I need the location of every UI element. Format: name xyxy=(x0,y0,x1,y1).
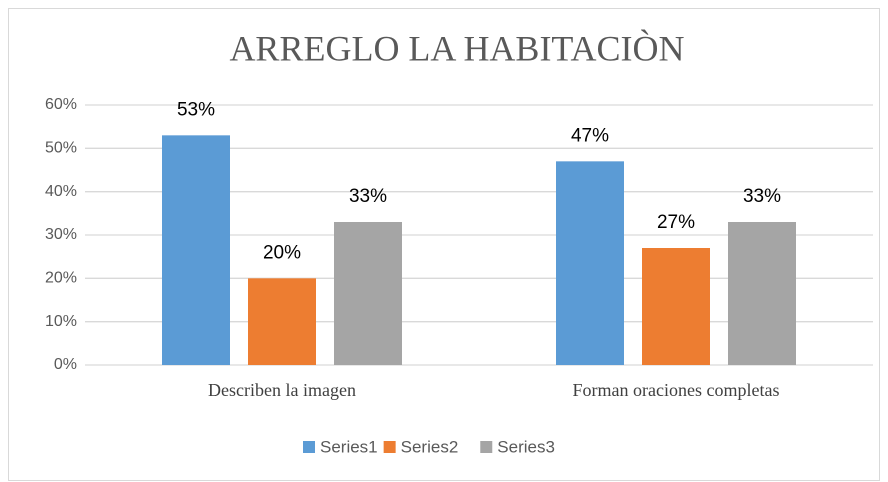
bar xyxy=(728,222,796,365)
x-tick-label: Describen la imagen xyxy=(208,380,356,400)
legend-swatch xyxy=(303,441,315,453)
legend-label: Series1 xyxy=(320,437,378,456)
y-tick-label: 0% xyxy=(54,356,77,373)
bar xyxy=(556,161,624,365)
bar xyxy=(642,248,710,365)
bar xyxy=(162,135,230,365)
x-tick-label: Forman oraciones completas xyxy=(573,380,780,400)
legend-label: Series3 xyxy=(497,437,555,456)
y-tick-label: 40% xyxy=(45,183,77,200)
data-label: 53% xyxy=(177,99,215,120)
data-label: 27% xyxy=(657,212,695,233)
legend-swatch xyxy=(480,441,493,453)
data-label: 33% xyxy=(349,186,387,207)
y-tick-label: 50% xyxy=(45,140,77,157)
y-tick-label: 20% xyxy=(45,270,77,287)
data-label: 33% xyxy=(743,186,781,207)
legend-swatch xyxy=(383,441,396,453)
data-label: 47% xyxy=(571,125,609,146)
data-label: 20% xyxy=(263,242,301,263)
chart-border xyxy=(8,8,880,481)
y-tick-label: 10% xyxy=(45,313,77,330)
y-tick-label: 60% xyxy=(45,96,77,113)
y-tick-label: 30% xyxy=(45,226,77,243)
chart-title: ARREGLO LA HABITACIÒN xyxy=(229,28,684,68)
legend-label: Series2 xyxy=(401,437,459,456)
bar xyxy=(248,278,316,365)
bar xyxy=(334,222,402,365)
